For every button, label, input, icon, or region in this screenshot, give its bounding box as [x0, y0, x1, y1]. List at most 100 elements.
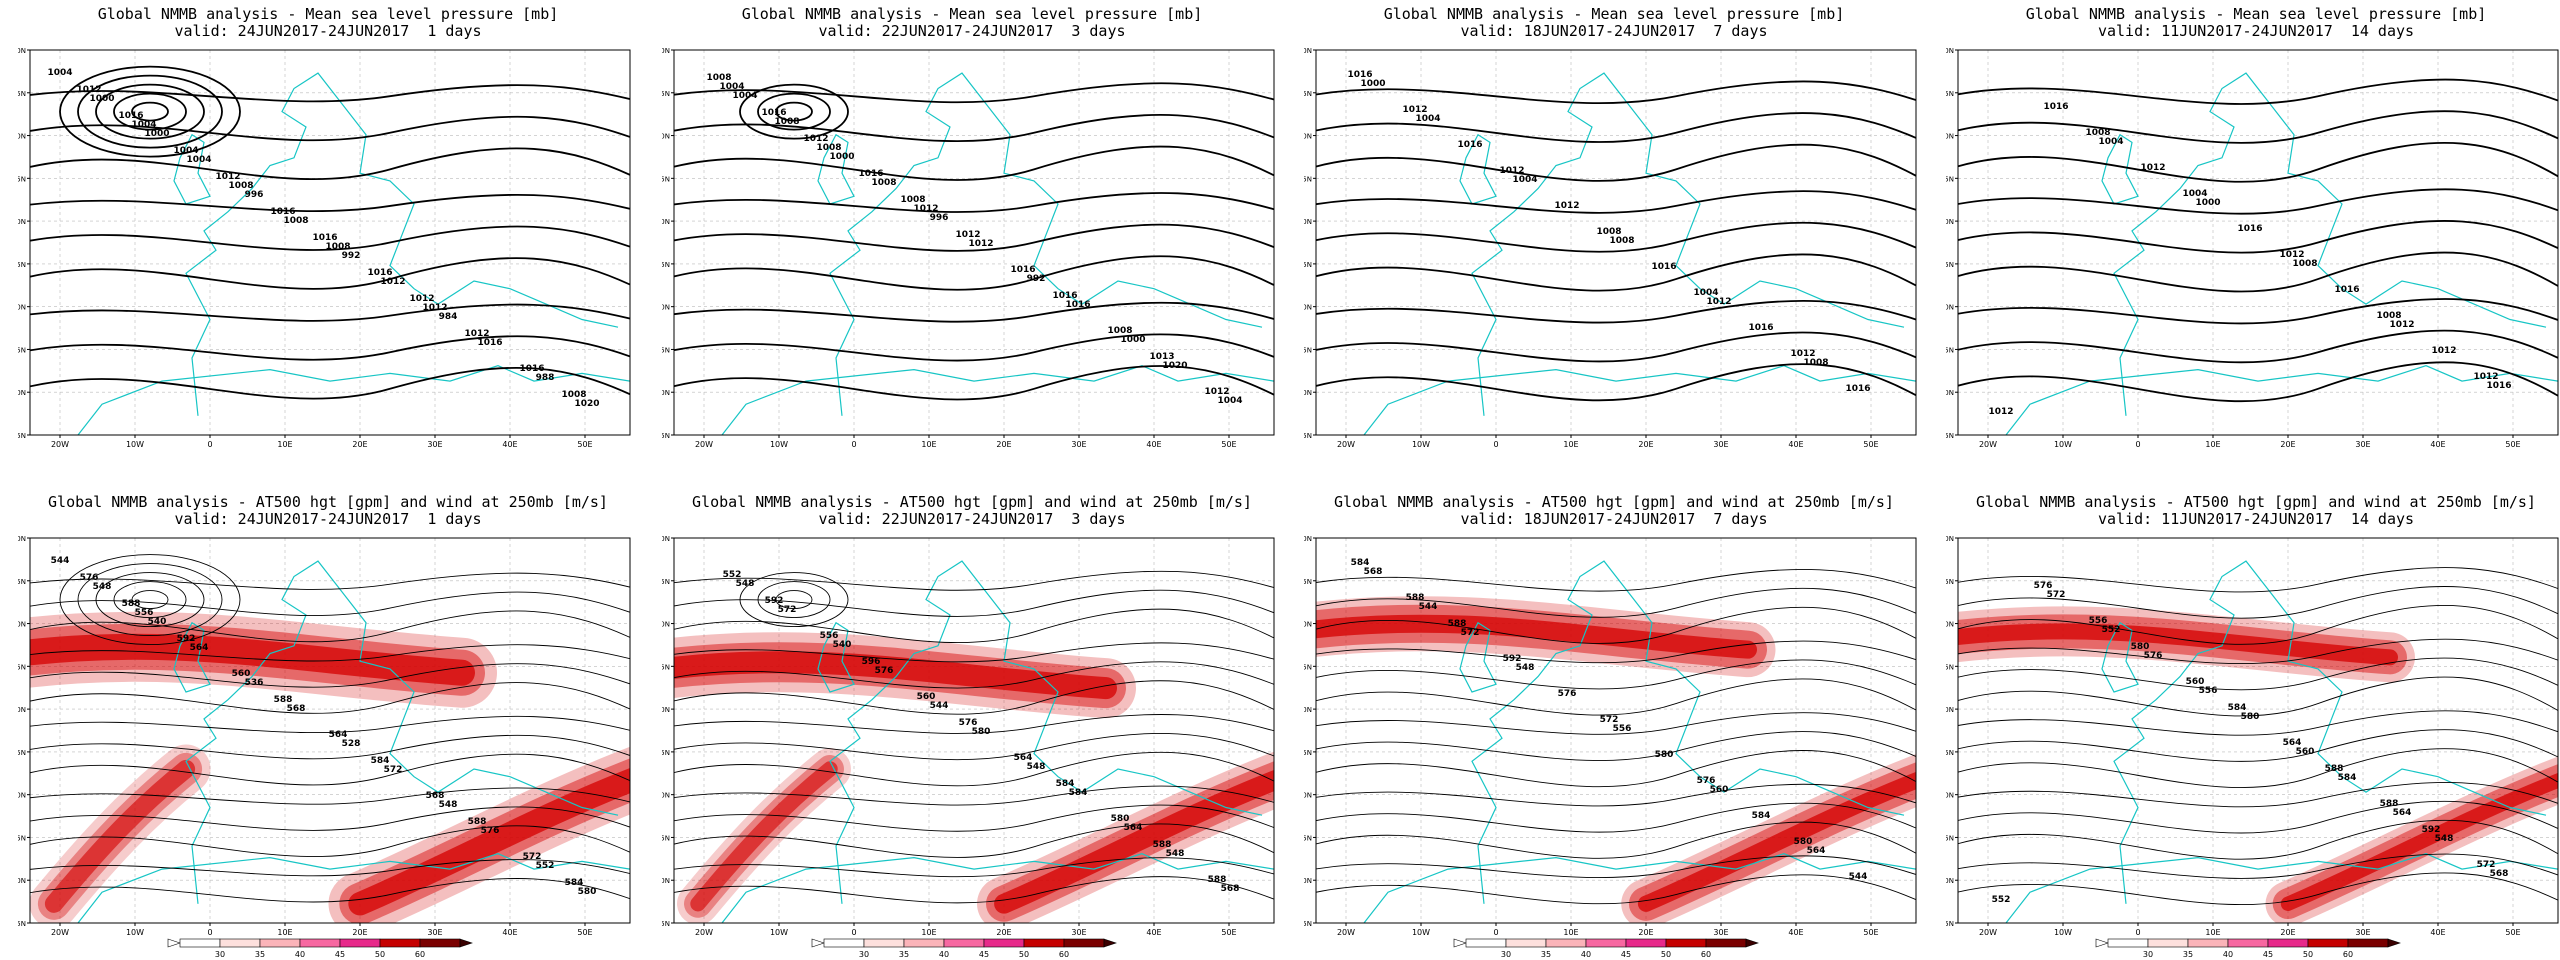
- contour-label: 552: [723, 570, 742, 580]
- panel-title-line: Global NMMB analysis - AT500 hgt [gpm] a…: [1334, 493, 1894, 511]
- contour-line: [674, 223, 1274, 252]
- contour-label: 996: [930, 213, 949, 223]
- lat-tick-label: 25N: [18, 920, 26, 928]
- coastline: [721, 853, 1274, 923]
- contour-line: [1316, 606, 1916, 644]
- contour-line: [95, 572, 205, 628]
- contour-label: 1016: [1457, 140, 1482, 150]
- contour-label: 1004: [131, 120, 156, 130]
- contour-line: [1958, 676, 2558, 717]
- colorbar: 30 35 40 45 50 60: [1453, 938, 1759, 959]
- contour-label: 568: [1221, 884, 1240, 894]
- lon-tick-label: 40E: [1788, 440, 1803, 449]
- contour-line: [1316, 143, 1916, 182]
- jet-shading: [1958, 623, 2398, 666]
- colorbar-swatch: [1625, 938, 1667, 948]
- contour-line: [30, 335, 630, 361]
- lat-tick-label: 60N: [18, 133, 26, 141]
- contour-line: [739, 83, 849, 140]
- colorbar-swatch: [1665, 938, 1707, 948]
- contour-label: 1016: [1845, 384, 1870, 394]
- panel-title: Global NMMB analysis - AT500 hgt [gpm] a…: [1304, 494, 1924, 528]
- map-svg: 5445405365285485525485645685725765805565…: [18, 535, 631, 959]
- coastline: [817, 621, 855, 693]
- panel-valid-line: valid: 11JUN2017-24JUN2017 14 days: [2097, 510, 2415, 528]
- lon-tick-label: 10W: [2054, 928, 2072, 937]
- panel-valid-line: valid: 11JUN2017-24JUN2017 14 days: [2097, 22, 2415, 40]
- contour-line: [1316, 874, 1916, 905]
- contour-line: [30, 115, 630, 142]
- colorbar-swatch: [2347, 938, 2389, 948]
- contour-label: 580: [1794, 837, 1813, 847]
- contour-label: 984: [439, 312, 458, 322]
- contour-label: 1012: [464, 329, 489, 339]
- contour-line: [113, 92, 187, 131]
- lat-tick-label: 50N: [1304, 706, 1312, 714]
- contour-label: 540: [148, 617, 167, 627]
- contour-line: [1958, 872, 2558, 906]
- colorbar-swatch: [903, 938, 945, 948]
- colorbar-tick-label: 35: [255, 950, 265, 959]
- contour-line: [674, 680, 1274, 715]
- contour-line: [30, 753, 630, 786]
- contour-label: 1012: [2389, 320, 2414, 330]
- lat-tick-label: 65N: [1946, 578, 1954, 586]
- lon-tick-label: 20E: [996, 440, 1011, 449]
- contour-label: 588: [274, 695, 293, 705]
- lon-tick-label: 10W: [1412, 440, 1430, 449]
- contour-label: 568: [426, 791, 445, 801]
- contour-line: [1958, 220, 2558, 254]
- contour-label: 1020: [574, 399, 599, 409]
- colorbar-swatch: [2147, 938, 2189, 948]
- contour-label: 1008: [325, 242, 350, 252]
- contour-label: 588: [2325, 764, 2344, 774]
- contour-line: [674, 365, 1274, 401]
- lat-tick-label: 70N: [18, 535, 26, 543]
- contour-line: [1958, 819, 2558, 860]
- lon-tick-label: 30E: [427, 928, 442, 937]
- contour-line: [30, 193, 630, 213]
- contour-label: 544: [51, 556, 70, 566]
- lat-tick-label: 45N: [1946, 261, 1954, 269]
- map-svg: 5445485565605645685725765805845445885925…: [1304, 535, 1917, 959]
- contour-label: 528: [342, 739, 361, 749]
- colorbar-swatch: [863, 938, 905, 948]
- contour-label: 1016: [858, 169, 883, 179]
- jet-shading: [1637, 771, 1916, 912]
- coastline: [185, 560, 619, 904]
- lon-tick-label: 20E: [996, 928, 1011, 937]
- colorbar: 30 35 40 45 50 60: [811, 938, 1117, 959]
- contour-line: [113, 581, 187, 619]
- colorbar-swatch: [2267, 938, 2309, 948]
- lat-tick-label: 35N: [18, 834, 26, 842]
- lat-tick-label: 30N: [1304, 877, 1312, 885]
- contour-line: [1958, 78, 2558, 105]
- panel-title: Global NMMB analysis - Mean sea level pr…: [1304, 6, 1924, 40]
- lon-tick-label: 10E: [277, 928, 292, 937]
- contour-line: [674, 804, 1274, 832]
- contour-label: 572: [2477, 860, 2496, 870]
- lon-tick-label: 20W: [1979, 440, 1997, 449]
- contour-line: [1958, 853, 2558, 879]
- jet-shading: [690, 761, 838, 912]
- contour-label: 564: [2393, 808, 2412, 818]
- lat-tick-label: 60N: [1946, 621, 1954, 629]
- contour-label: 536: [245, 678, 264, 688]
- contour-line: [674, 114, 1274, 143]
- contour-label: 556: [2089, 616, 2108, 626]
- map-panel: Global NMMB analysis - Mean sea level pr…: [662, 0, 1282, 472]
- contour-line: [30, 715, 630, 734]
- lon-tick-label: 40E: [2430, 440, 2445, 449]
- contour-label: 1008: [706, 73, 731, 83]
- lon-tick-label: 10E: [921, 928, 936, 937]
- contour-label: 1004: [732, 91, 757, 101]
- map-frame: [1957, 49, 2559, 436]
- contour-label: 564: [1124, 823, 1143, 833]
- lat-tick-label: 25N: [18, 432, 26, 440]
- contour-line: [30, 644, 630, 662]
- contour-label: 584: [1056, 779, 1075, 789]
- contour-label: 556: [1613, 724, 1632, 734]
- contour-line: [59, 554, 241, 646]
- coastline: [1363, 365, 1916, 435]
- contour-line: [131, 101, 169, 122]
